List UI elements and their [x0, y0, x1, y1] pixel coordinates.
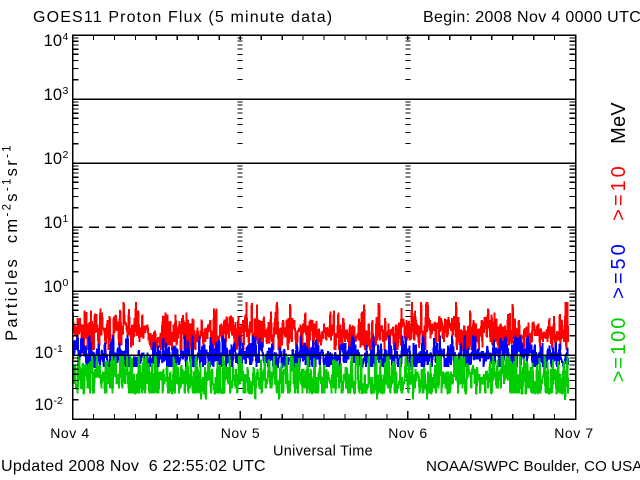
- svg-text:10: 10: [44, 32, 62, 50]
- svg-text:Nov 7: Nov 7: [554, 425, 594, 441]
- svg-text:NOAA/SWPC Boulder, CO USA: NOAA/SWPC Boulder, CO USA: [426, 458, 640, 475]
- svg-text:Begin: 2008 Nov 4 0000 UTC: Begin: 2008 Nov 4 0000 UTC: [423, 9, 640, 26]
- svg-text:>=50: >=50: [608, 241, 630, 299]
- svg-text:Particles cm-2s-1sr-1: Particles cm-2s-1sr-1: [2, 143, 22, 341]
- svg-text:4: 4: [63, 31, 69, 43]
- svg-text:3: 3: [63, 85, 69, 97]
- svg-text:Nov 6: Nov 6: [388, 425, 428, 441]
- svg-text:10: 10: [35, 396, 53, 414]
- svg-text:GOES11 Proton Flux (5 minute d: GOES11 Proton Flux (5 minute data): [33, 9, 333, 26]
- svg-text:10: 10: [44, 278, 62, 296]
- svg-text:Updated 2008 Nov 6 22:55:02 U: Updated 2008 Nov 6 22:55:02 UTC: [1, 458, 266, 475]
- svg-text:>=100: >=100: [608, 316, 630, 383]
- svg-text:1: 1: [63, 213, 69, 225]
- svg-text:Nov 5: Nov 5: [221, 425, 261, 441]
- svg-text:10: 10: [35, 344, 53, 362]
- svg-text:Universal Time: Universal Time: [273, 444, 373, 460]
- svg-text:2: 2: [63, 149, 69, 161]
- svg-text:MeV: MeV: [608, 102, 630, 144]
- svg-text:0: 0: [63, 277, 69, 289]
- svg-text:10: 10: [44, 150, 62, 168]
- svg-text:-2: -2: [54, 395, 63, 407]
- svg-text:10: 10: [44, 214, 62, 232]
- svg-text:>=10: >=10: [608, 163, 630, 221]
- svg-text:Nov 4: Nov 4: [50, 425, 90, 441]
- svg-text:10: 10: [44, 86, 62, 104]
- svg-text:-1: -1: [54, 343, 63, 355]
